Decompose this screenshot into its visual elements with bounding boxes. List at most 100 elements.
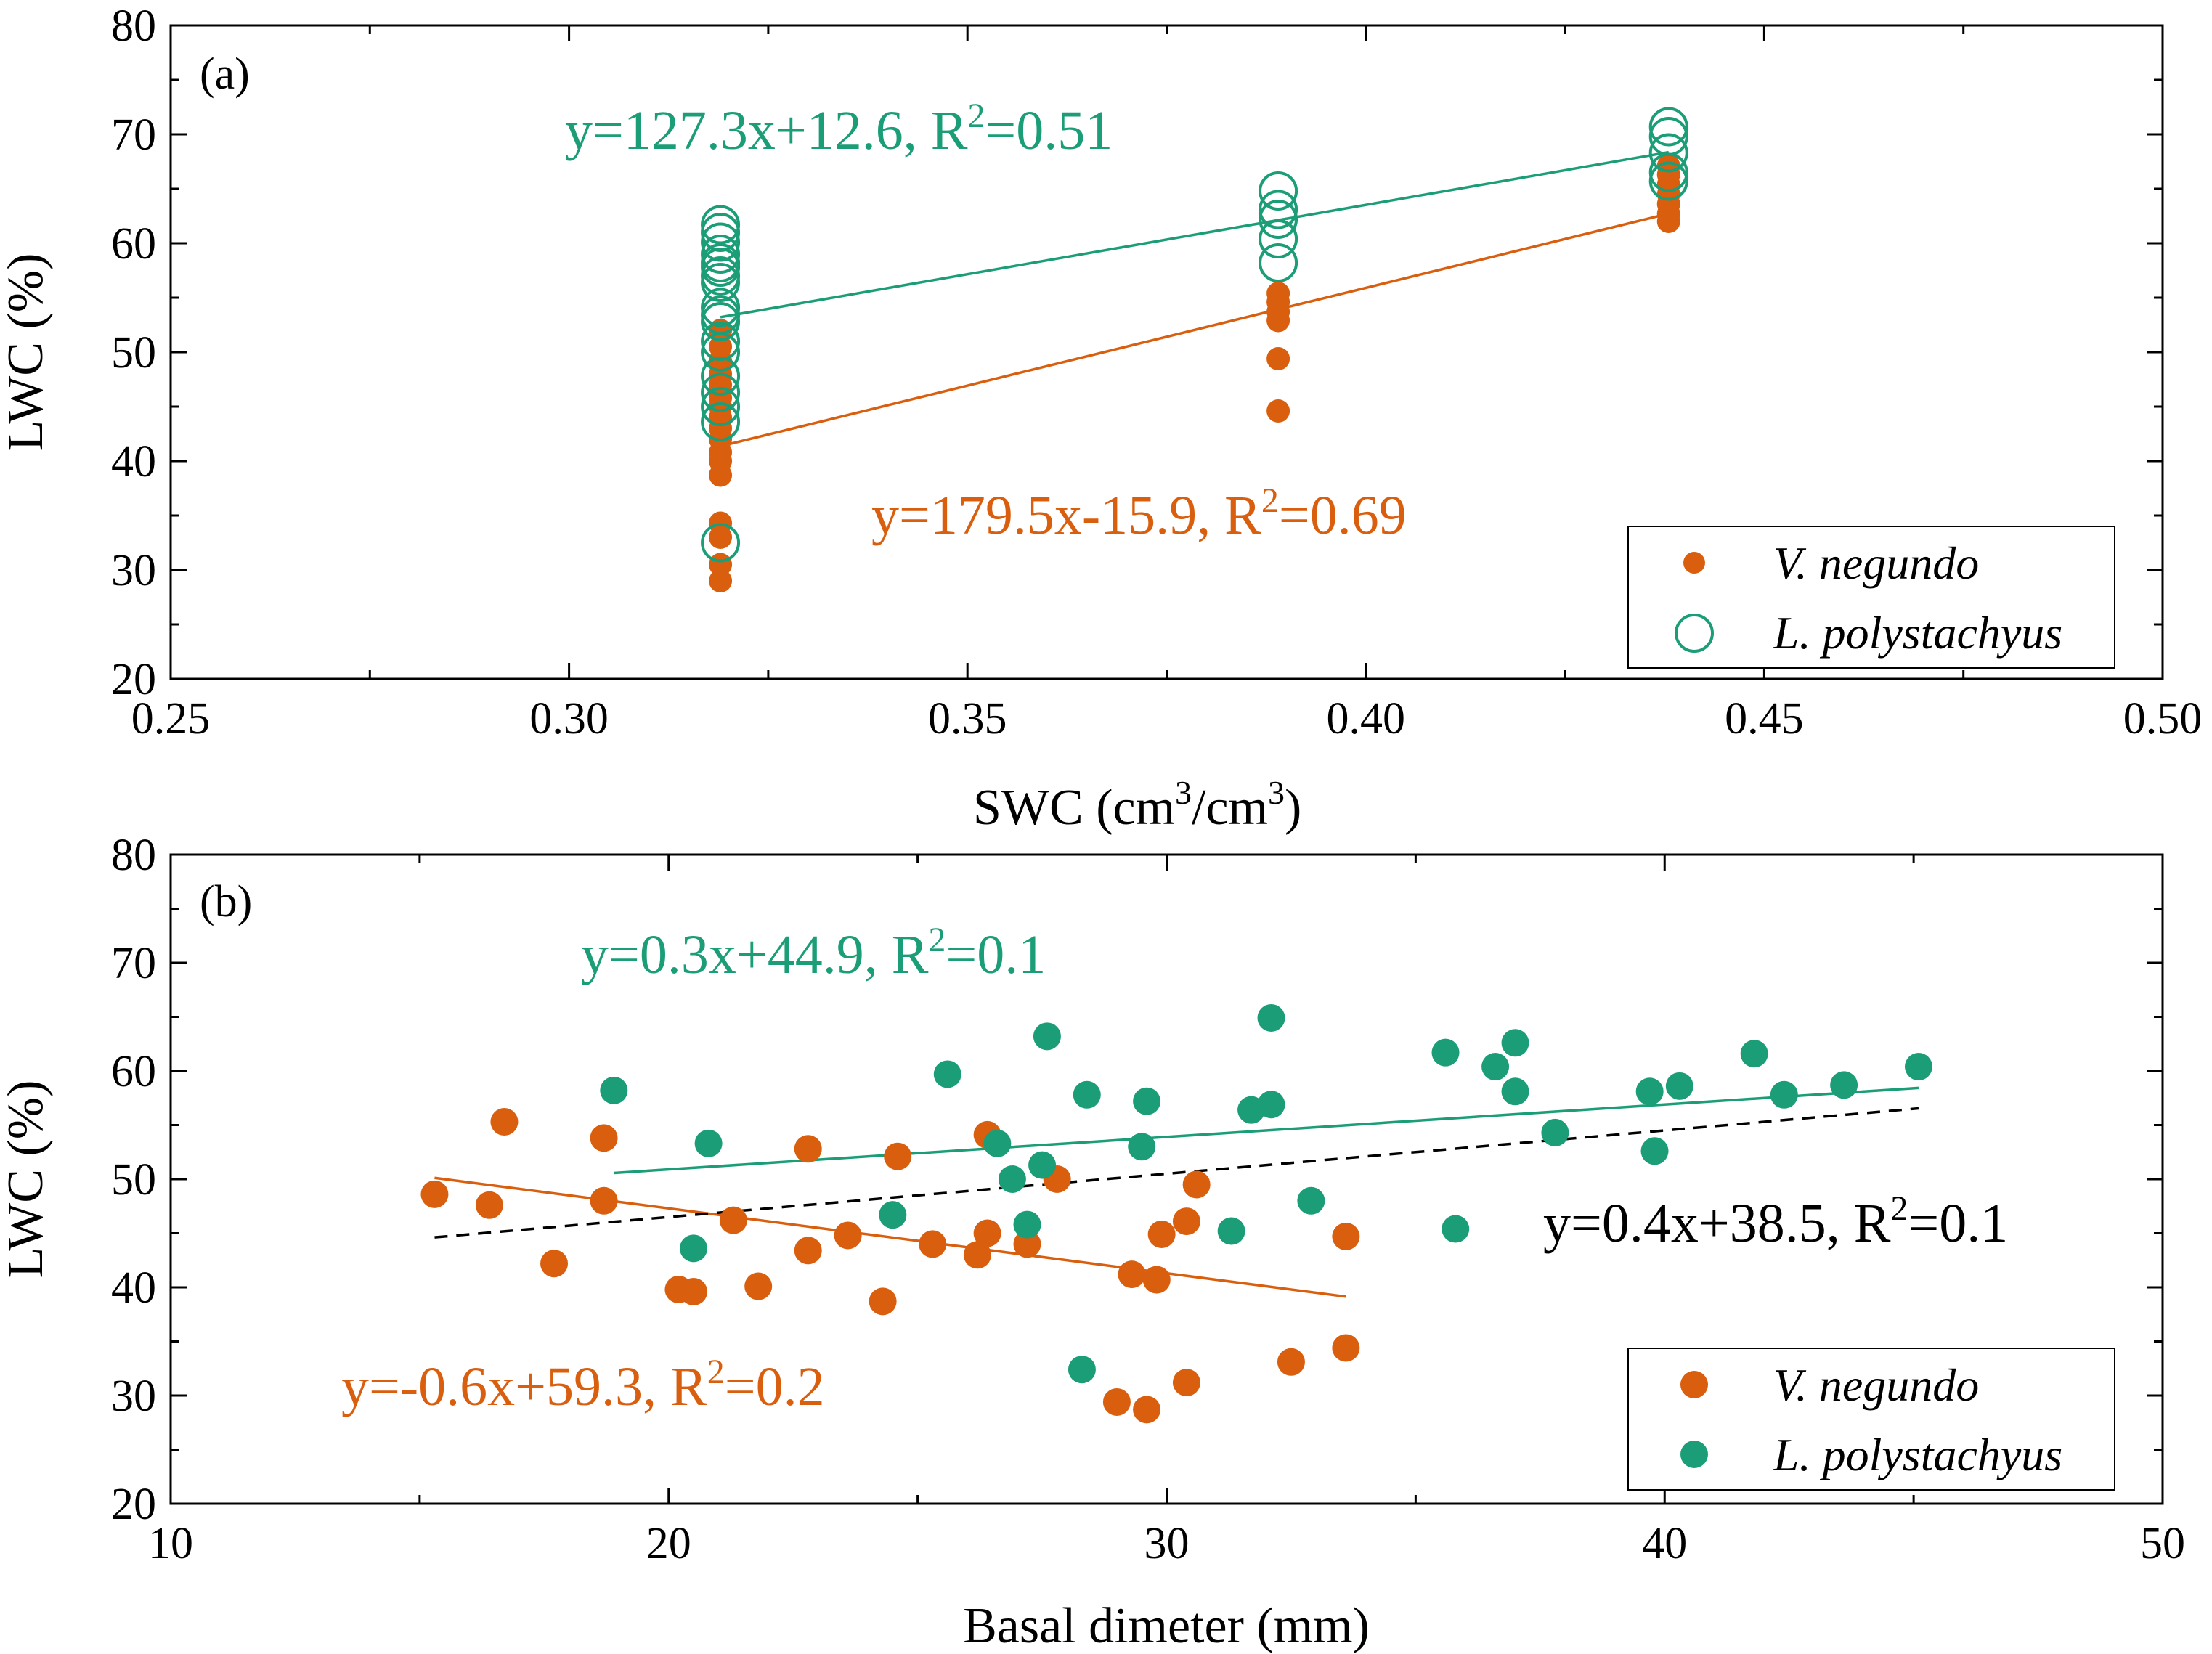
point-l-polystachyus-b — [1068, 1356, 1096, 1384]
point-v-negundo-a — [709, 569, 733, 592]
x-tick-label-b: 10 — [148, 1519, 193, 1568]
point-l-polystachyus-a — [701, 213, 741, 252]
point-v-negundo-b — [475, 1191, 503, 1219]
point-v-negundo-b — [540, 1250, 569, 1278]
point-l-polystachyus-a — [701, 402, 741, 441]
point-l-polystachyus-a — [701, 256, 741, 296]
point-v-negundo-b — [919, 1230, 947, 1258]
legend-label-vn-b: V. negundo — [1773, 1359, 1979, 1411]
point-l-polystachyus-a — [701, 372, 741, 412]
point-l-polystachyus-b — [1033, 1022, 1061, 1051]
equation-lp-a: y=127.3x+12.6, R2=0.51 — [565, 97, 1113, 161]
point-v-negundo-a — [1266, 282, 1290, 305]
point-l-polystachyus-a — [701, 322, 741, 361]
equation-vn-a-end: =0.69 — [1279, 485, 1407, 546]
equation-all-b-end: =0.1 — [1908, 1193, 2008, 1254]
point-l-polystachyus-a — [701, 387, 741, 426]
panel-a: 0.25 0.30 0.35 0.40 0.45 0.50 20304050607080 … — [0, 1, 2202, 836]
point-v-negundo-b — [794, 1135, 822, 1163]
equation-lp-a-end: =0.51 — [985, 100, 1113, 161]
point-l-polystachyus-b — [1133, 1087, 1161, 1115]
equation-lp-b-sup: 2 — [928, 921, 946, 959]
fit-line-l-polystachyus-b — [614, 1086, 1919, 1175]
panel-label-b: (b) — [200, 877, 252, 926]
point-l-polystachyus-b — [1128, 1133, 1156, 1161]
legend-label-vn-a: V. negundo — [1773, 537, 1979, 589]
equation-all-b: y=0.4x+38.5, R2=0.1 — [1543, 1189, 2008, 1254]
point-l-polystachyus-b — [1431, 1038, 1460, 1067]
point-v-negundo-b — [1332, 1222, 1360, 1250]
point-l-polystachyus-b — [1541, 1118, 1569, 1146]
point-l-polystachyus-b — [1257, 1091, 1285, 1119]
point-l-polystachyus-a — [701, 205, 741, 245]
point-l-polystachyus-a — [701, 243, 741, 282]
legend-marker-vn-b — [1680, 1371, 1708, 1398]
equation-lp-b-main: y=0.3x+44.9, R — [581, 924, 929, 985]
point-v-negundo-b — [1147, 1220, 1176, 1248]
y-tick-label-b: 40 — [111, 1263, 156, 1313]
point-l-polystachyus-b — [1073, 1080, 1101, 1109]
point-l-polystachyus-b — [1770, 1080, 1798, 1109]
equation-lp-b-end: =0.1 — [946, 924, 1046, 985]
equation-vn-a-main: y=179.5x-15.9, R — [871, 485, 1261, 546]
fit-line-l-polystachyus-a — [720, 150, 1670, 319]
point-v-negundo-b — [1332, 1334, 1360, 1362]
x-ticks-a: 0.25 0.30 0.35 0.40 0.45 0.50 — [131, 25, 2202, 744]
point-l-polystachyus-b — [933, 1060, 961, 1088]
point-v-negundo-b — [869, 1287, 897, 1316]
point-l-polystachyus-a — [1259, 171, 1298, 211]
point-l-polystachyus-b — [1640, 1137, 1669, 1165]
y-tick-label-a: 70 — [111, 110, 156, 160]
fit-line-all-b — [434, 1107, 1919, 1239]
point-l-polystachyus-b — [1635, 1077, 1664, 1106]
y-tick-label-a: 50 — [111, 328, 156, 378]
y-axis-title-a: LWC (%) — [0, 253, 54, 452]
equation-lp-a-sup: 2 — [967, 97, 985, 135]
point-v-negundo-b — [1172, 1207, 1200, 1236]
y-tick-label-b: 70 — [111, 939, 156, 988]
x-tick-label-a: 0.40 — [1327, 694, 1406, 744]
point-v-negundo-a — [709, 553, 733, 577]
equation-vn-b-main: y=-0.6x+59.3, R — [341, 1356, 707, 1417]
equation-lp-a-main: y=127.3x+12.6, R — [565, 100, 968, 161]
point-l-polystachyus-a — [701, 288, 741, 327]
point-l-polystachyus-b — [694, 1129, 723, 1157]
point-v-negundo-b — [1013, 1230, 1041, 1258]
point-l-polystachyus-a — [701, 222, 741, 262]
point-v-negundo-a — [1266, 399, 1290, 423]
x-axis-title-a-mid: /cm — [1192, 780, 1268, 836]
point-v-negundo-b — [1102, 1388, 1131, 1416]
point-l-polystachyus-a — [1259, 243, 1298, 282]
legend-box-b — [1627, 1348, 2115, 1491]
x-axis-title-b: Basal dimeter (mm) — [963, 1598, 1370, 1654]
point-l-polystachyus-a — [1259, 219, 1298, 258]
y-tick-label-a: 20 — [111, 655, 156, 704]
point-v-negundo-b — [973, 1219, 1001, 1247]
point-l-polystachyus-a — [1648, 107, 1688, 147]
point-v-negundo-b — [680, 1277, 708, 1305]
point-l-polystachyus-b — [600, 1076, 628, 1104]
point-l-polystachyus-a — [1648, 133, 1688, 173]
legend-marker-vn-a — [1683, 552, 1705, 574]
x-ticks-b: 10 20 30 40 50 — [148, 855, 2185, 1568]
panel-label-a: (a) — [200, 49, 250, 99]
y-tick-label-a: 80 — [111, 1, 156, 51]
point-v-negundo-b — [1277, 1348, 1305, 1376]
point-l-polystachyus-b — [1028, 1151, 1057, 1179]
y-tick-label-b: 30 — [111, 1372, 156, 1421]
point-l-polystachyus-b — [1257, 1003, 1285, 1032]
point-v-negundo-b — [1118, 1260, 1146, 1289]
x-tick-label-a: 0.25 — [131, 694, 211, 744]
point-l-polystachyus-b — [1904, 1053, 1932, 1081]
point-l-polystachyus-b — [1501, 1029, 1529, 1057]
fit-lines-a — [720, 150, 1670, 448]
point-v-negundo-b — [1142, 1266, 1171, 1294]
point-v-negundo-b — [590, 1124, 618, 1152]
point-l-polystachyus-b — [1481, 1053, 1510, 1081]
x-tick-label-a: 0.30 — [529, 694, 609, 744]
point-l-polystachyus-b — [1501, 1077, 1529, 1106]
point-v-negundo-b — [1182, 1170, 1211, 1199]
x-axis-title-a-sup1: 3 — [1175, 774, 1192, 811]
point-v-negundo-b — [1133, 1396, 1161, 1424]
